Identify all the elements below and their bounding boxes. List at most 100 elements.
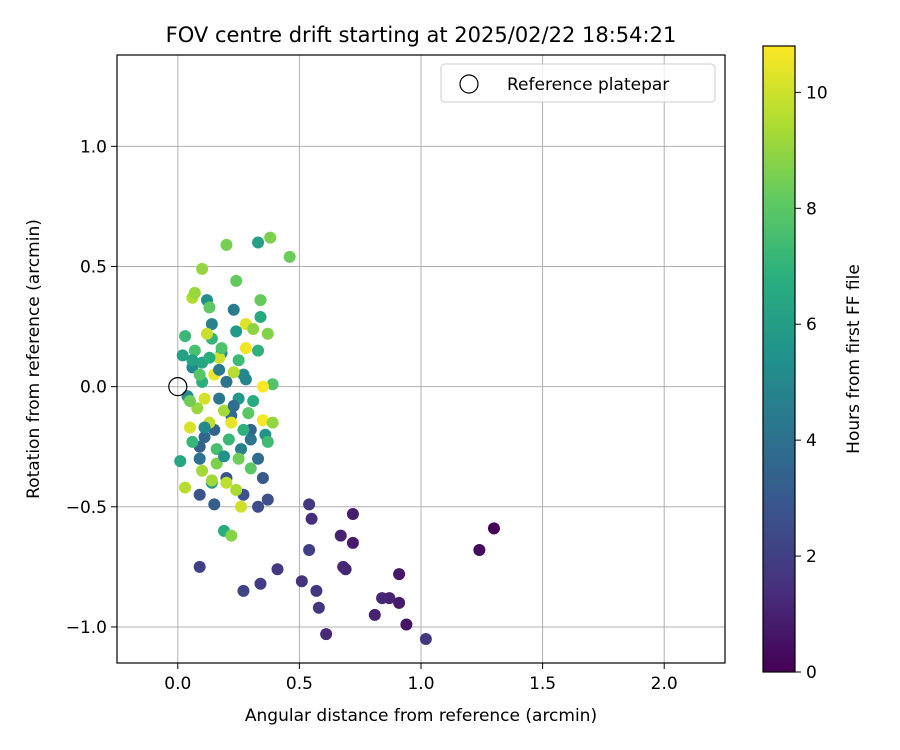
data-point bbox=[218, 450, 231, 463]
data-point bbox=[239, 373, 252, 386]
legend: Reference platepar bbox=[440, 63, 716, 103]
x-tick-label: 1.5 bbox=[529, 674, 556, 694]
data-point bbox=[235, 500, 248, 513]
data-point bbox=[225, 529, 238, 542]
data-point bbox=[264, 231, 277, 244]
data-point bbox=[210, 443, 223, 456]
data-point bbox=[256, 380, 269, 393]
data-point bbox=[376, 592, 389, 605]
data-point bbox=[295, 575, 308, 588]
colorbar-tick-label: 6 bbox=[806, 315, 817, 335]
grid-lines bbox=[117, 55, 725, 663]
data-point bbox=[244, 462, 257, 475]
data-point bbox=[242, 407, 255, 420]
data-point bbox=[213, 351, 226, 364]
x-tick-label: 2.0 bbox=[651, 674, 678, 694]
colorbar-tick-label: 10 bbox=[806, 83, 828, 103]
data-point bbox=[419, 632, 432, 645]
data-point bbox=[252, 500, 265, 513]
data-point bbox=[213, 392, 226, 405]
data-point bbox=[400, 618, 413, 631]
data-point bbox=[220, 238, 233, 251]
data-point bbox=[205, 474, 218, 487]
data-point bbox=[176, 349, 189, 362]
data-point bbox=[346, 508, 359, 521]
y-tick-label: 1.0 bbox=[80, 137, 107, 157]
data-point bbox=[215, 342, 228, 355]
data-point bbox=[244, 433, 257, 446]
data-point bbox=[183, 421, 196, 434]
data-point bbox=[305, 512, 318, 525]
data-point bbox=[235, 443, 248, 456]
data-points bbox=[174, 231, 500, 645]
data-point bbox=[252, 236, 265, 249]
colorbar-tick-label: 4 bbox=[806, 431, 817, 451]
data-point bbox=[237, 584, 250, 597]
reference-platepar-marker bbox=[168, 377, 188, 397]
data-point bbox=[227, 303, 240, 316]
data-point bbox=[271, 563, 284, 576]
data-point bbox=[174, 455, 187, 468]
data-point bbox=[266, 378, 279, 391]
data-point bbox=[393, 596, 406, 609]
data-point bbox=[186, 354, 199, 367]
data-point bbox=[193, 368, 206, 381]
data-point bbox=[368, 608, 381, 621]
data-point bbox=[227, 366, 240, 379]
y-tick-label: 0.5 bbox=[80, 257, 107, 277]
data-point bbox=[283, 250, 296, 263]
data-point bbox=[247, 322, 260, 335]
data-point bbox=[220, 476, 233, 489]
data-point bbox=[232, 354, 245, 367]
data-point bbox=[198, 392, 211, 405]
data-point bbox=[310, 584, 323, 597]
colorbar-gradient bbox=[763, 46, 795, 672]
data-point bbox=[230, 274, 243, 287]
data-point bbox=[232, 452, 245, 465]
data-point bbox=[227, 399, 240, 412]
data-point bbox=[254, 310, 267, 323]
data-point bbox=[256, 471, 269, 484]
data-point bbox=[220, 375, 233, 388]
data-point bbox=[203, 351, 216, 364]
data-point bbox=[196, 262, 209, 275]
y-axis-ticks: −1.0 −0.5 0.0 0.5 1.0 bbox=[66, 137, 117, 638]
x-tick-label: 0.5 bbox=[286, 674, 313, 694]
data-point bbox=[320, 628, 333, 641]
data-point bbox=[239, 342, 252, 355]
data-point bbox=[303, 498, 316, 511]
data-point bbox=[191, 402, 204, 415]
data-point bbox=[188, 344, 201, 357]
y-tick-label: −0.5 bbox=[66, 498, 107, 518]
data-point bbox=[179, 481, 192, 494]
data-point bbox=[337, 560, 350, 573]
data-point bbox=[254, 577, 267, 590]
data-point bbox=[213, 363, 226, 376]
data-point bbox=[218, 404, 231, 417]
data-point bbox=[193, 560, 206, 573]
data-point bbox=[210, 457, 223, 470]
data-point bbox=[247, 395, 260, 408]
data-point bbox=[200, 327, 213, 340]
data-point bbox=[252, 452, 265, 465]
data-point bbox=[230, 483, 243, 496]
data-point bbox=[222, 433, 235, 446]
colorbar-ticks: 0 2 4 6 8 10 bbox=[795, 83, 828, 683]
data-point bbox=[261, 435, 274, 448]
data-point bbox=[198, 421, 211, 434]
legend-label: Reference platepar bbox=[507, 75, 669, 95]
colorbar-frame bbox=[762, 45, 796, 673]
data-point bbox=[393, 568, 406, 581]
legend-box bbox=[440, 63, 716, 103]
y-axis-label: Rotation from reference (arcmin) bbox=[24, 219, 44, 499]
reference-marker-layer bbox=[168, 377, 188, 397]
colorbar: 0 2 4 6 8 10 Hours from first FF file bbox=[762, 45, 864, 683]
data-point bbox=[205, 318, 218, 331]
chart-title: FOV centre drift starting at 2025/02/22 … bbox=[166, 23, 677, 47]
data-point bbox=[179, 330, 192, 343]
data-point bbox=[256, 414, 269, 427]
data-point bbox=[198, 431, 211, 444]
x-axis-ticks: 0.0 0.5 1.0 1.5 2.0 bbox=[164, 663, 678, 694]
